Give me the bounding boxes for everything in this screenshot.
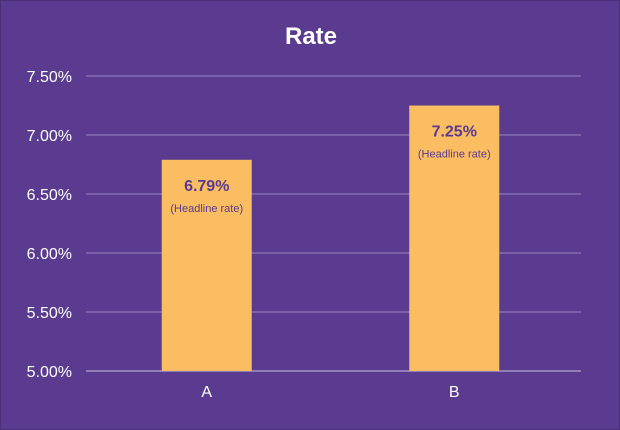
y-tick-label: 7.50% (27, 69, 72, 86)
bar (161, 159, 252, 371)
y-tick-label: 7.00% (27, 128, 72, 145)
y-tick-label: 6.50% (27, 187, 72, 204)
x-tick-label: B (449, 384, 460, 401)
data-sublabel: (Headline rate) (170, 203, 243, 215)
data-label: 7.25% (432, 124, 477, 141)
x-tick-label: A (201, 384, 212, 401)
chart-title: Rate (284, 23, 338, 50)
bar (409, 105, 500, 371)
data-label: 6.79% (184, 178, 229, 195)
y-tick-label: 5.00% (27, 364, 72, 381)
y-tick-label: 6.00% (27, 246, 72, 263)
data-sublabel: (Headline rate) (418, 149, 491, 161)
y-tick-label: 5.50% (27, 305, 72, 322)
